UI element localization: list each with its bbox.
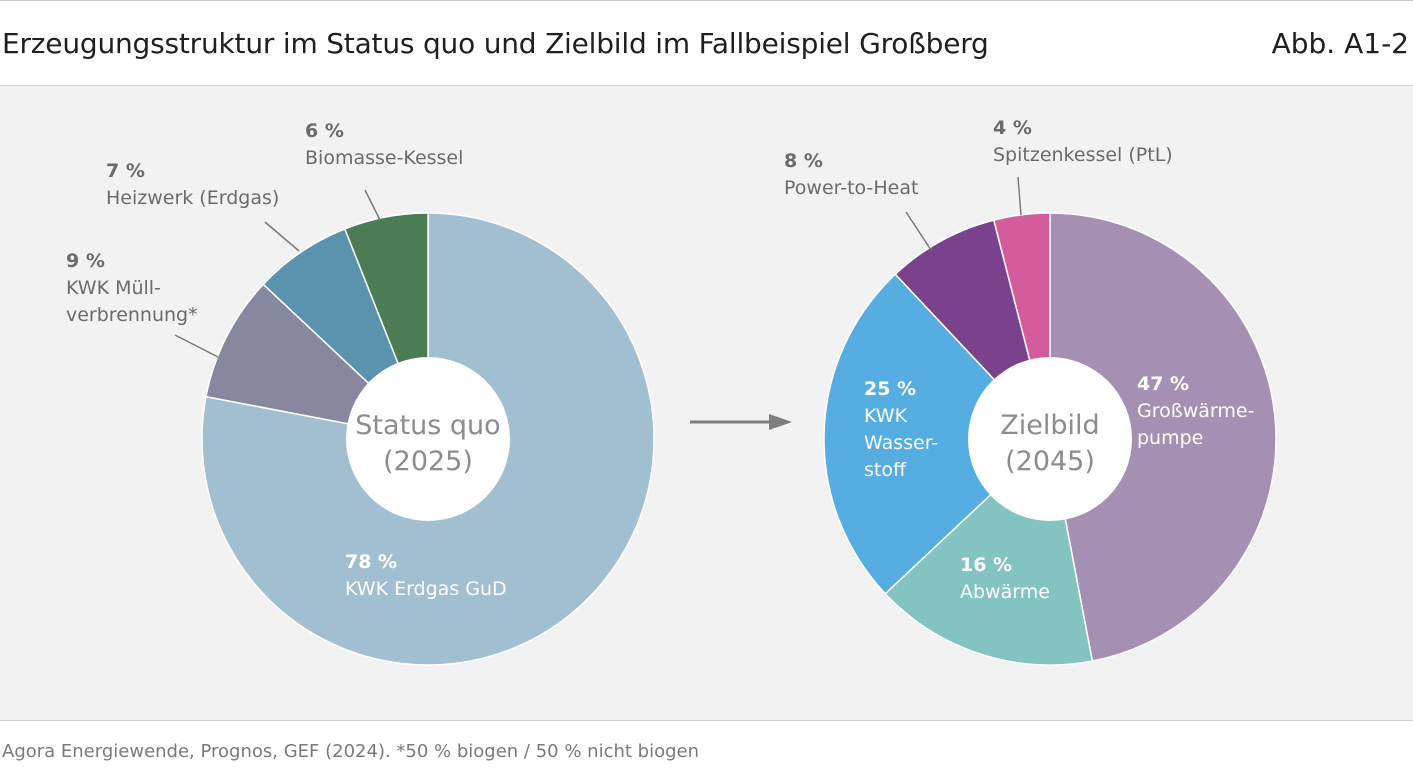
slice-value-label: 8 % bbox=[784, 150, 823, 172]
slice-category-label: KWK Erdgas GuD bbox=[345, 578, 507, 600]
pie-slice-gro-w-rme-pumpe bbox=[1049, 212, 1277, 662]
pie-slice-kwk-erdgas-gud bbox=[201, 212, 655, 666]
slice-value-label: 7 % bbox=[106, 160, 145, 182]
slice-category-label: KWK Müll- bbox=[66, 277, 161, 299]
source-note: Agora Energiewende, Prognos, GEF (2024).… bbox=[2, 741, 700, 762]
figure-title: Erzeugungsstruktur im Status quo und Zie… bbox=[2, 27, 989, 60]
slice-category-label: Biomasse-Kessel bbox=[305, 147, 463, 169]
pie-center-subtitle: (2025) bbox=[383, 446, 473, 477]
slice-category-label: Power-to-Heat bbox=[784, 177, 918, 199]
label-leader-line bbox=[1017, 176, 1022, 216]
status-quo-pie: Status quo (2025) 78 % KWK Erdgas GuD 9 % KWK… bbox=[66, 120, 655, 666]
label-leader-line bbox=[364, 189, 381, 221]
slice-category-label: verbrennung* bbox=[66, 304, 198, 326]
label-leader-line bbox=[174, 334, 219, 358]
donut-hole bbox=[968, 357, 1132, 521]
pie-center-title: Status quo bbox=[355, 410, 500, 441]
donut-hole bbox=[346, 357, 510, 521]
arrow-head-icon bbox=[769, 414, 792, 430]
zielbild-pie: Zielbild (2045) 47 % Großwärme-pumpe 16 % Abw… bbox=[784, 117, 1277, 666]
label-leader-line bbox=[905, 211, 932, 251]
slice-category-label: Heizwerk (Erdgas) bbox=[106, 187, 279, 209]
slice-value-label: 78 % bbox=[345, 551, 397, 573]
slice-value-label: 47 % bbox=[1137, 373, 1189, 395]
slice-category-label: Abwärme bbox=[960, 581, 1050, 603]
slice-category-label: Großwärme- bbox=[1137, 400, 1254, 422]
figure-header: Erzeugungsstruktur im Status quo und Zie… bbox=[0, 0, 1413, 86]
slice-value-label: 4 % bbox=[993, 117, 1032, 139]
transition-arrow bbox=[690, 414, 792, 430]
slice-value-label: 25 % bbox=[864, 378, 916, 400]
slice-category-label: pumpe bbox=[1137, 427, 1203, 449]
slice-category-label: Spitzenkessel (PtL) bbox=[993, 144, 1173, 166]
figure-id: Abb. A1-2 bbox=[1271, 27, 1409, 60]
slice-value-label: 16 % bbox=[960, 554, 1012, 576]
slice-category-label: KWK bbox=[864, 405, 908, 427]
slice-category-label: Wasser- bbox=[864, 432, 938, 454]
top-rule bbox=[0, 0, 1413, 1]
pie-center-subtitle: (2045) bbox=[1005, 446, 1095, 477]
pie-center-title: Zielbild bbox=[1000, 410, 1099, 441]
slice-category-label: stoff bbox=[864, 459, 907, 481]
slice-value-label: 9 % bbox=[66, 250, 105, 272]
slice-value-label: 6 % bbox=[305, 120, 344, 142]
label-leader-line bbox=[264, 221, 300, 252]
